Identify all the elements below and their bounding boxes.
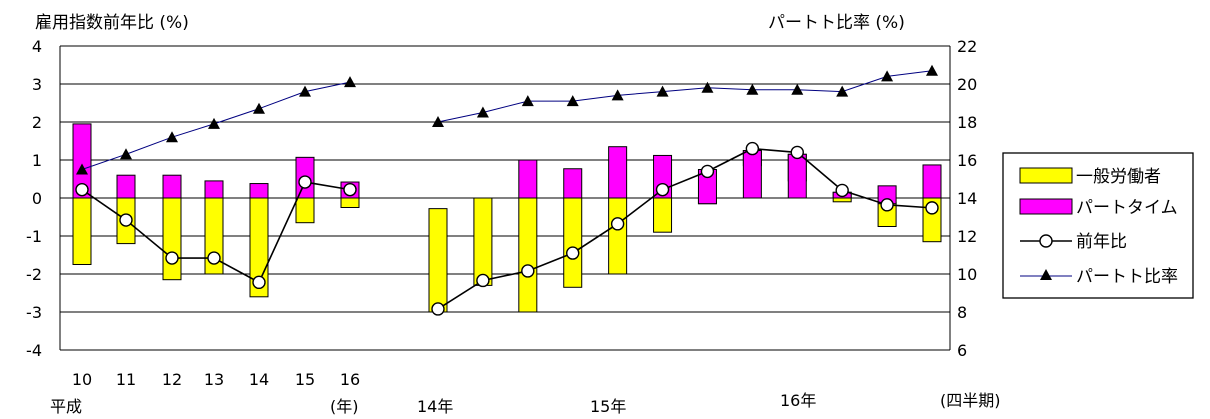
quarterly-yoy-point [432,303,444,315]
right-tick-label: 8 [957,303,967,322]
right-tick-label: 16 [957,151,977,170]
q16-label: 16年 [780,391,816,410]
quarterly-yoy-point [567,247,579,259]
annual-yoy-point [208,252,220,264]
right-axis-title: パートト比率 (%) [768,13,905,33]
quarterly-part-time-bar [788,154,806,198]
legend-label-yoy: 前年比 [1076,232,1127,252]
annual-ratio-point [166,131,178,142]
annual-yoy-point [120,214,132,226]
q14-label: 14年 [417,397,453,416]
annual-part-time-bar [163,175,181,198]
annual-yoy-point [344,184,356,196]
legend-swatch-part-time [1020,199,1072,214]
annual-yoy-point [166,252,178,264]
right-axis-ticks: 22 20 18 16 14 12 10 8 6 [957,37,977,360]
quarterly-general-bar [564,198,582,287]
quarterly-yoy-point [881,199,893,211]
right-tick-label: 22 [957,37,977,56]
quarterly-ratio-line [438,71,932,122]
left-tick-label: 1 [32,151,42,170]
quarterly-yoy-point [926,202,938,214]
quarterly-part-time-bar [923,165,941,198]
left-axis-title: 雇用指数前年比 (%) [35,13,189,33]
quarterly-general-bar [609,198,627,274]
left-tick-label: -1 [26,227,42,246]
annual-yoy-point [299,176,311,188]
left-tick-label: 0 [32,189,42,208]
quarterly-yoy-point [477,274,489,286]
quarterly-yoy-point [836,184,848,196]
legend-swatch-general [1020,168,1072,183]
legend-marker-yoy [1040,235,1052,247]
annual-ratio-point [208,118,220,129]
legend-label-general: 一般労働者 [1076,167,1161,187]
quarterly-yoy-line [438,149,932,309]
quarterly-yoy-point [791,146,803,158]
annual-part-time-bar [205,181,223,198]
right-tick-label: 10 [957,265,977,284]
quarterly-ratio-point [477,107,489,118]
quarterly-part-time-bar [609,147,627,198]
q15-label: 15年 [590,397,626,416]
annual-part-time-bar [117,175,135,198]
right-tick-label: 20 [957,75,977,94]
quarterly-yoy-point [612,218,624,230]
x-category-label: 13 [204,370,224,389]
annual-general-bar [73,198,91,265]
era-label: 平成 [50,397,82,416]
right-tick-label: 6 [957,341,967,360]
x-category-label: 11 [116,370,136,389]
x-category-label: 15 [295,370,315,389]
annual-general-bar [341,198,359,208]
quarter-label: (四半期) [940,391,1001,410]
gridlines [60,46,950,350]
left-tick-label: -3 [26,303,42,322]
annual-yoy-point [253,276,265,288]
quarterly-ratio-point [701,82,713,93]
quarterly-general-bar [654,198,672,232]
annual-yoy-point [76,184,88,196]
left-tick-label: 4 [32,37,42,56]
quarterly-general-bar [474,198,492,285]
right-tick-label: 12 [957,227,977,246]
x-category-label: 12 [162,370,182,389]
left-tick-label: 2 [32,113,42,132]
legend-label-ratio: パートト比率 [1076,267,1178,287]
legend: 一般労働者 パートタイム 前年比 パートト比率 [1003,153,1193,298]
left-tick-label: 3 [32,75,42,94]
x-axis-labels: 10 11 12 13 14 15 16 [72,370,360,389]
quarterly-part-time-bar [743,151,761,199]
quarterly-part-time-bar [519,160,537,198]
annual-ratio-point [120,148,132,159]
year-suffix-label: (年) [330,397,359,416]
x-category-label: 14 [249,370,269,389]
x-category-label: 16 [340,370,360,389]
quarterly-yoy-point [657,184,669,196]
quarterly-yoy-point [701,165,713,177]
annual-general-bar [296,198,314,223]
quarterly-general-bar [429,209,447,312]
quarterly-ratio-point [926,65,938,76]
left-tick-label: -2 [26,265,42,284]
annual-ratio-point [253,103,265,114]
quarterly-general-bar [519,198,537,312]
right-tick-label: 18 [957,113,977,132]
quarterly-yoy-point [522,265,534,277]
x-category-label: 10 [72,370,92,389]
quarterly-yoy-point [746,143,758,155]
annual-ratio-point [344,76,356,87]
annual-general-bar [163,198,181,280]
bars [73,124,941,312]
left-tick-label: -4 [26,341,42,360]
quarterly-part-time-bar [564,169,582,198]
annual-part-time-bar [250,184,268,198]
legend-label-part-time: パートタイム [1076,198,1178,218]
right-tick-label: 14 [957,189,977,208]
left-axis-ticks: 4 3 2 1 0 -1 -2 -3 -4 [26,37,42,360]
